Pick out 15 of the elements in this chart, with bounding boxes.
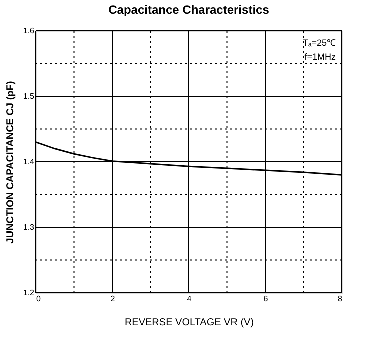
chart-title: Capacitance Characteristics xyxy=(108,3,270,17)
y-tick-label: 1.3 xyxy=(23,223,36,232)
y-tick-label: 1.2 xyxy=(23,288,36,298)
y-tick-label: 1.6 xyxy=(23,26,36,36)
y-tick-label: 1.5 xyxy=(23,92,36,101)
y-tick-label: 1.4 xyxy=(23,158,36,166)
y-axis-title: JUNCTION CAPACITANCE CJ (pF) xyxy=(5,81,16,244)
x-tick-label: 2 xyxy=(110,294,116,304)
x-tick-label: 4 xyxy=(187,294,192,304)
annotation: f=1MHz xyxy=(304,52,336,62)
x-tick-label: 8 xyxy=(338,294,344,304)
x-tick-label: 0 xyxy=(36,294,42,304)
x-axis-title: REVERSE VOLTAGE VR (V) xyxy=(124,318,254,328)
annotation: Tₐ=25℃ xyxy=(302,38,336,48)
x-tick-label: 6 xyxy=(264,294,269,304)
